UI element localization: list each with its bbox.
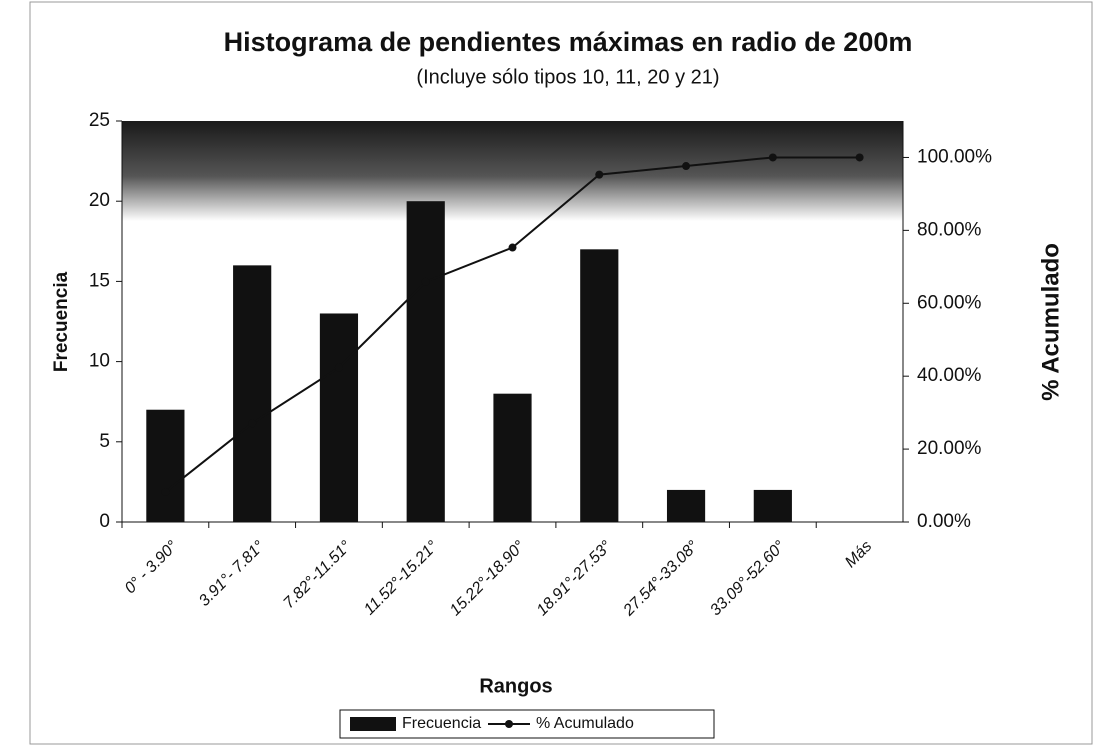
legend-swatch xyxy=(350,717,396,731)
line-marker xyxy=(855,153,864,162)
legend-label: Frecuencia xyxy=(402,715,481,732)
bar xyxy=(580,249,619,522)
line-marker xyxy=(421,277,430,286)
x-tick-label: 3.91°- 7.81° xyxy=(196,537,268,609)
y2-tick-label: 60.00% xyxy=(917,292,982,313)
bar xyxy=(406,201,445,522)
y2-axis-title: % Acumulado xyxy=(1037,243,1064,401)
chart-border xyxy=(29,1,1093,745)
y-tick-label: 0 xyxy=(99,511,110,532)
x-tick-label: 15.22°-18.90° xyxy=(447,537,529,619)
bar xyxy=(319,313,359,522)
y-tick-label: 5 xyxy=(99,431,110,452)
chart-subtitle: (Incluye sólo tipos 10, 11, 20 y 21) xyxy=(416,66,719,88)
legend-box xyxy=(339,709,715,739)
legend-label: % Acumulado xyxy=(536,715,634,732)
line-marker xyxy=(768,153,777,162)
y-tick-label: 15 xyxy=(89,270,110,291)
y2-tick-label: 0.00% xyxy=(917,511,971,532)
x-axis-title: Rangos xyxy=(479,675,552,697)
scan-shading xyxy=(122,121,903,221)
legend-marker xyxy=(505,720,513,728)
bar xyxy=(146,409,185,522)
y-tick-label: 10 xyxy=(89,351,110,372)
y-tick-label: 25 xyxy=(89,110,110,131)
bar xyxy=(233,265,272,522)
y2-tick-label: 100.00% xyxy=(917,146,992,167)
x-tick-label: 11.52°-15.21° xyxy=(361,537,442,618)
legend: Frecuencia % Acumulado xyxy=(339,709,715,739)
bar xyxy=(666,489,706,522)
bar xyxy=(753,489,792,522)
line-marker xyxy=(682,162,691,171)
line-marker xyxy=(248,419,257,428)
y-tick-label: 20 xyxy=(89,190,110,211)
line-marker xyxy=(595,170,604,179)
chart-title: Histograma de pendientes máximas en radi… xyxy=(224,27,913,57)
line-marker xyxy=(334,363,343,372)
x-tick-label: 27.54°-33.08° xyxy=(620,537,703,620)
x-tick-label: 33.09°-52.60° xyxy=(707,537,789,619)
y2-tick-label: 40.00% xyxy=(917,365,982,386)
x-tick-label: 18.91°-27.53° xyxy=(534,537,616,619)
line-marker xyxy=(161,487,170,496)
x-tick-label: Más xyxy=(842,538,875,571)
x-tick-label: 0° - 3.90° xyxy=(122,537,182,597)
line-marker xyxy=(508,243,517,252)
y-axis-title: Frecuencia xyxy=(51,271,72,372)
y2-tick-label: 20.00% xyxy=(917,438,982,459)
x-tick-label: 7.82°-11.51° xyxy=(280,537,355,612)
bar xyxy=(493,393,532,522)
y2-tick-label: 80.00% xyxy=(917,219,982,240)
